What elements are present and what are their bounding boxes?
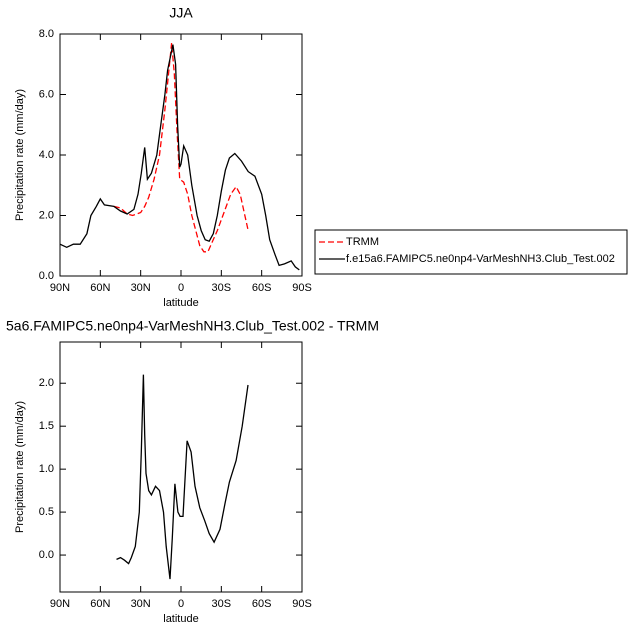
- y-tick-label: 2.0: [39, 209, 54, 221]
- y-axis-label: Precipitation rate (mm/day): [14, 89, 26, 221]
- x-tick-label: 30N: [131, 282, 151, 294]
- x-tick-label: 90S: [292, 282, 312, 294]
- legend-label: f.e15a6.FAMIPC5.ne0np4-VarMeshNH3.Club_T…: [346, 253, 615, 265]
- x-tick-label: 30N: [131, 598, 151, 610]
- x-tick-label: 90S: [292, 598, 312, 610]
- x-axis-label: latitude: [163, 613, 198, 625]
- y-tick-label: 2.0: [39, 377, 54, 389]
- y-axis-label: Precipitation rate (mm/day): [14, 401, 26, 533]
- x-tick-label: 30S: [212, 282, 232, 294]
- y-tick-label: 0.0: [39, 270, 54, 282]
- plot-frame: [59, 341, 303, 593]
- x-tick-label: 60N: [90, 598, 110, 610]
- x-tick-label: 90N: [50, 598, 70, 610]
- y-tick-label: 1.5: [39, 420, 54, 432]
- data-line: [113, 43, 249, 253]
- x-tick-label: 0: [178, 598, 184, 610]
- chart-title: JJA: [169, 5, 193, 21]
- y-tick-label: 0.0: [39, 549, 54, 561]
- x-tick-label: 0: [178, 282, 184, 294]
- y-tick-label: 0.5: [39, 506, 54, 518]
- x-tick-label: 60S: [252, 282, 272, 294]
- x-tick-label: 30S: [212, 598, 232, 610]
- x-tick-label: 90N: [50, 282, 70, 294]
- chart-title: 5a6.FAMIPC5.ne0np4-VarMeshNH3.Club_Test.…: [6, 318, 379, 334]
- plot-frame: [59, 33, 303, 277]
- data-line: [116, 374, 249, 580]
- y-tick-label: 4.0: [39, 149, 54, 161]
- legend-label: TRMM: [346, 236, 379, 248]
- data-line: [59, 44, 300, 271]
- y-tick-label: 6.0: [39, 88, 54, 100]
- x-tick-label: 60S: [252, 598, 272, 610]
- y-tick-label: 1.0: [39, 463, 54, 475]
- x-tick-label: 60N: [90, 282, 110, 294]
- y-tick-label: 8.0: [39, 28, 54, 40]
- x-axis-label: latitude: [163, 297, 198, 309]
- legend-box: [314, 229, 628, 275]
